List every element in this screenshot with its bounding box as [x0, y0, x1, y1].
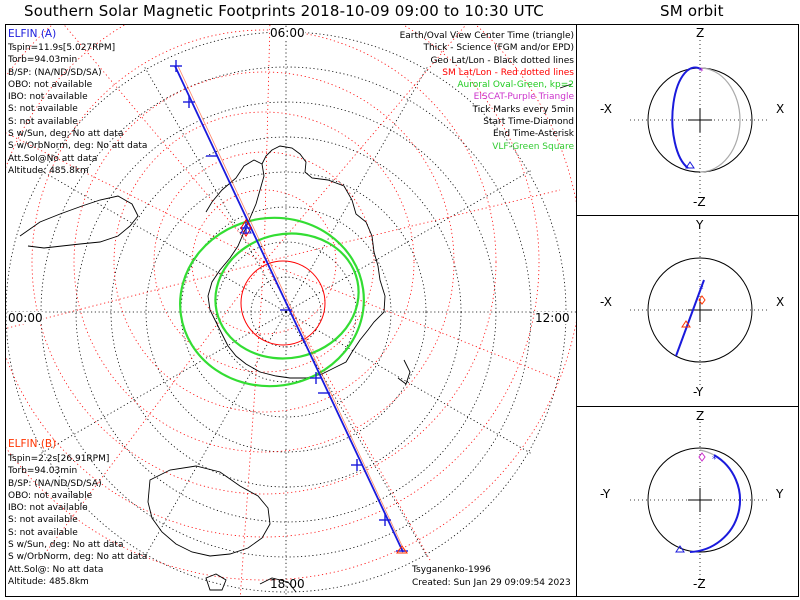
- legend-item: End Time-Asterisk: [492, 129, 574, 140]
- elfin-a-line: Tspin=11.9s[5.027RPM]: [8, 43, 116, 53]
- orbit2-top-label: Y: [696, 218, 704, 232]
- svg-text:*: *: [712, 455, 717, 465]
- map-label-left: 00:00: [8, 311, 43, 325]
- svg-text:*: *: [699, 285, 704, 295]
- orbit-panel-xz: *: [630, 40, 770, 196]
- auroral-oval-inner: [214, 232, 360, 360]
- legend-item: Auroral Oval-Green, kp=2: [457, 80, 574, 91]
- orbit-panel-yz: *: [630, 422, 770, 582]
- orbit-title: SM orbit: [660, 2, 724, 20]
- legend-item: Earth/Oval View Center Time (triangle): [399, 31, 574, 41]
- legend-item: Thick - Science (FGM and/or EPD): [423, 43, 574, 54]
- elfin-b-line: B/SP: (NA/ND/SD/SA): [8, 478, 102, 489]
- start-time-diamond: [240, 219, 252, 237]
- elfin-a-track: [174, 65, 404, 553]
- orbit2-bottom-label: -Y: [693, 385, 704, 399]
- elfin-a-line: B/SP: (NA/ND/SD/SA): [8, 67, 102, 78]
- credit-created: Created: Sun Jan 29 09:09:54 2023: [412, 578, 571, 588]
- elfin-b-line: S: not available: [8, 515, 78, 526]
- elfin-b-line: Torb=94.03min: [8, 466, 78, 477]
- elfin-b-line: S w/Sun, deg: No att data: [8, 540, 124, 551]
- elfin-a-line: S w/Sun, deg: No att data: [8, 129, 124, 140]
- sm-grid: [6, 25, 576, 597]
- elfin-b-info: Tspin=2.2s[26.91RPM] Torb=94.03min B/SP:…: [8, 453, 147, 588]
- orbit-frame: [576, 24, 799, 597]
- auroral-oval-outer: [179, 216, 365, 388]
- elfin-a-line: S: not available: [8, 104, 78, 115]
- legend-item: EISCAT-Purple Triangle: [473, 92, 574, 103]
- page-title: Southern Solar Magnetic Footprints 2018-…: [24, 2, 544, 20]
- elfin-a-header: ELFIN (A): [8, 28, 57, 40]
- elfin-b-line: Tspin=2.2s[26.91RPM]: [8, 454, 110, 464]
- south-america-coast: [19, 195, 139, 249]
- map-label-right: 12:00: [535, 311, 570, 325]
- view-center-triangle: [240, 222, 252, 234]
- elfin-a-line: Altitude: 485.8km: [8, 165, 89, 176]
- elfin-a-line: IBO: not available: [8, 92, 88, 103]
- legend-item: Start Time-Diamond: [483, 117, 574, 128]
- elfin-b-line: IBO: not available: [8, 503, 88, 514]
- legend-item: Tick Marks every 5min: [472, 104, 574, 115]
- sm-pole-circle: [240, 260, 326, 346]
- elfin-b-track: [177, 65, 406, 553]
- elfin-a-line: Att.Sol@No att data: [8, 153, 98, 164]
- map-label-top: 06:00: [270, 26, 305, 40]
- legend: Earth/Oval View Center Time (triangle) T…: [400, 30, 574, 153]
- orbit1-top-label: Z: [696, 26, 705, 40]
- orbit1-right-label: X: [776, 102, 785, 116]
- antarctica-coastline: [207, 145, 386, 379]
- legend-item: VLF-Green Square: [492, 141, 574, 152]
- orbit3-bottom-label: -Z: [693, 577, 706, 591]
- legend-item: Geo Lat/Lon - Black dotted lines: [430, 55, 574, 66]
- geo-grid: [6, 25, 576, 597]
- elfin-b-line: OBO: not available: [8, 490, 93, 501]
- elfin-a-line: Torb=94.03min: [8, 55, 78, 66]
- orbit3-right-label: Y: [776, 487, 784, 501]
- credit-model: Tsyganenko-1996: [412, 565, 491, 575]
- orbit1-bottom-label: -Z: [693, 195, 706, 209]
- polar-map: [6, 25, 576, 597]
- map-label-bottom: 18:00: [270, 577, 305, 591]
- orbit2-right-label: X: [776, 295, 785, 309]
- elfin-b-line: S: not available: [8, 527, 78, 538]
- orbit3-top-label: Z: [696, 409, 705, 423]
- elfin-b-header: ELFIN (B): [8, 438, 57, 450]
- orbit2-left-label: -X: [600, 295, 612, 309]
- svg-text:*: *: [699, 67, 704, 77]
- legend-item: SM Lat/Lon - Red dotted lines: [442, 67, 574, 78]
- elfin-a-ticks: [170, 60, 408, 552]
- elfin-a-line: S w/OrbNorm, deg: No att data: [8, 141, 148, 152]
- elfin-b-line: Att.Sol@: No att data: [8, 564, 104, 575]
- elfin-b-line: Altitude: 485.8km: [8, 576, 89, 587]
- elfin-b-line: S w/OrbNorm, deg: No att data: [8, 552, 148, 563]
- orbit1-left-label: -X: [600, 102, 612, 116]
- elfin-a-line: OBO: not available: [8, 79, 93, 90]
- orbit3-left-label: -Y: [600, 487, 611, 501]
- elfin-a-info: Tspin=11.9s[5.027RPM] Torb=94.03min B/SP…: [8, 42, 147, 177]
- orbit-panel-xy: *: [630, 232, 770, 388]
- elfin-a-line: S: not available: [8, 116, 78, 127]
